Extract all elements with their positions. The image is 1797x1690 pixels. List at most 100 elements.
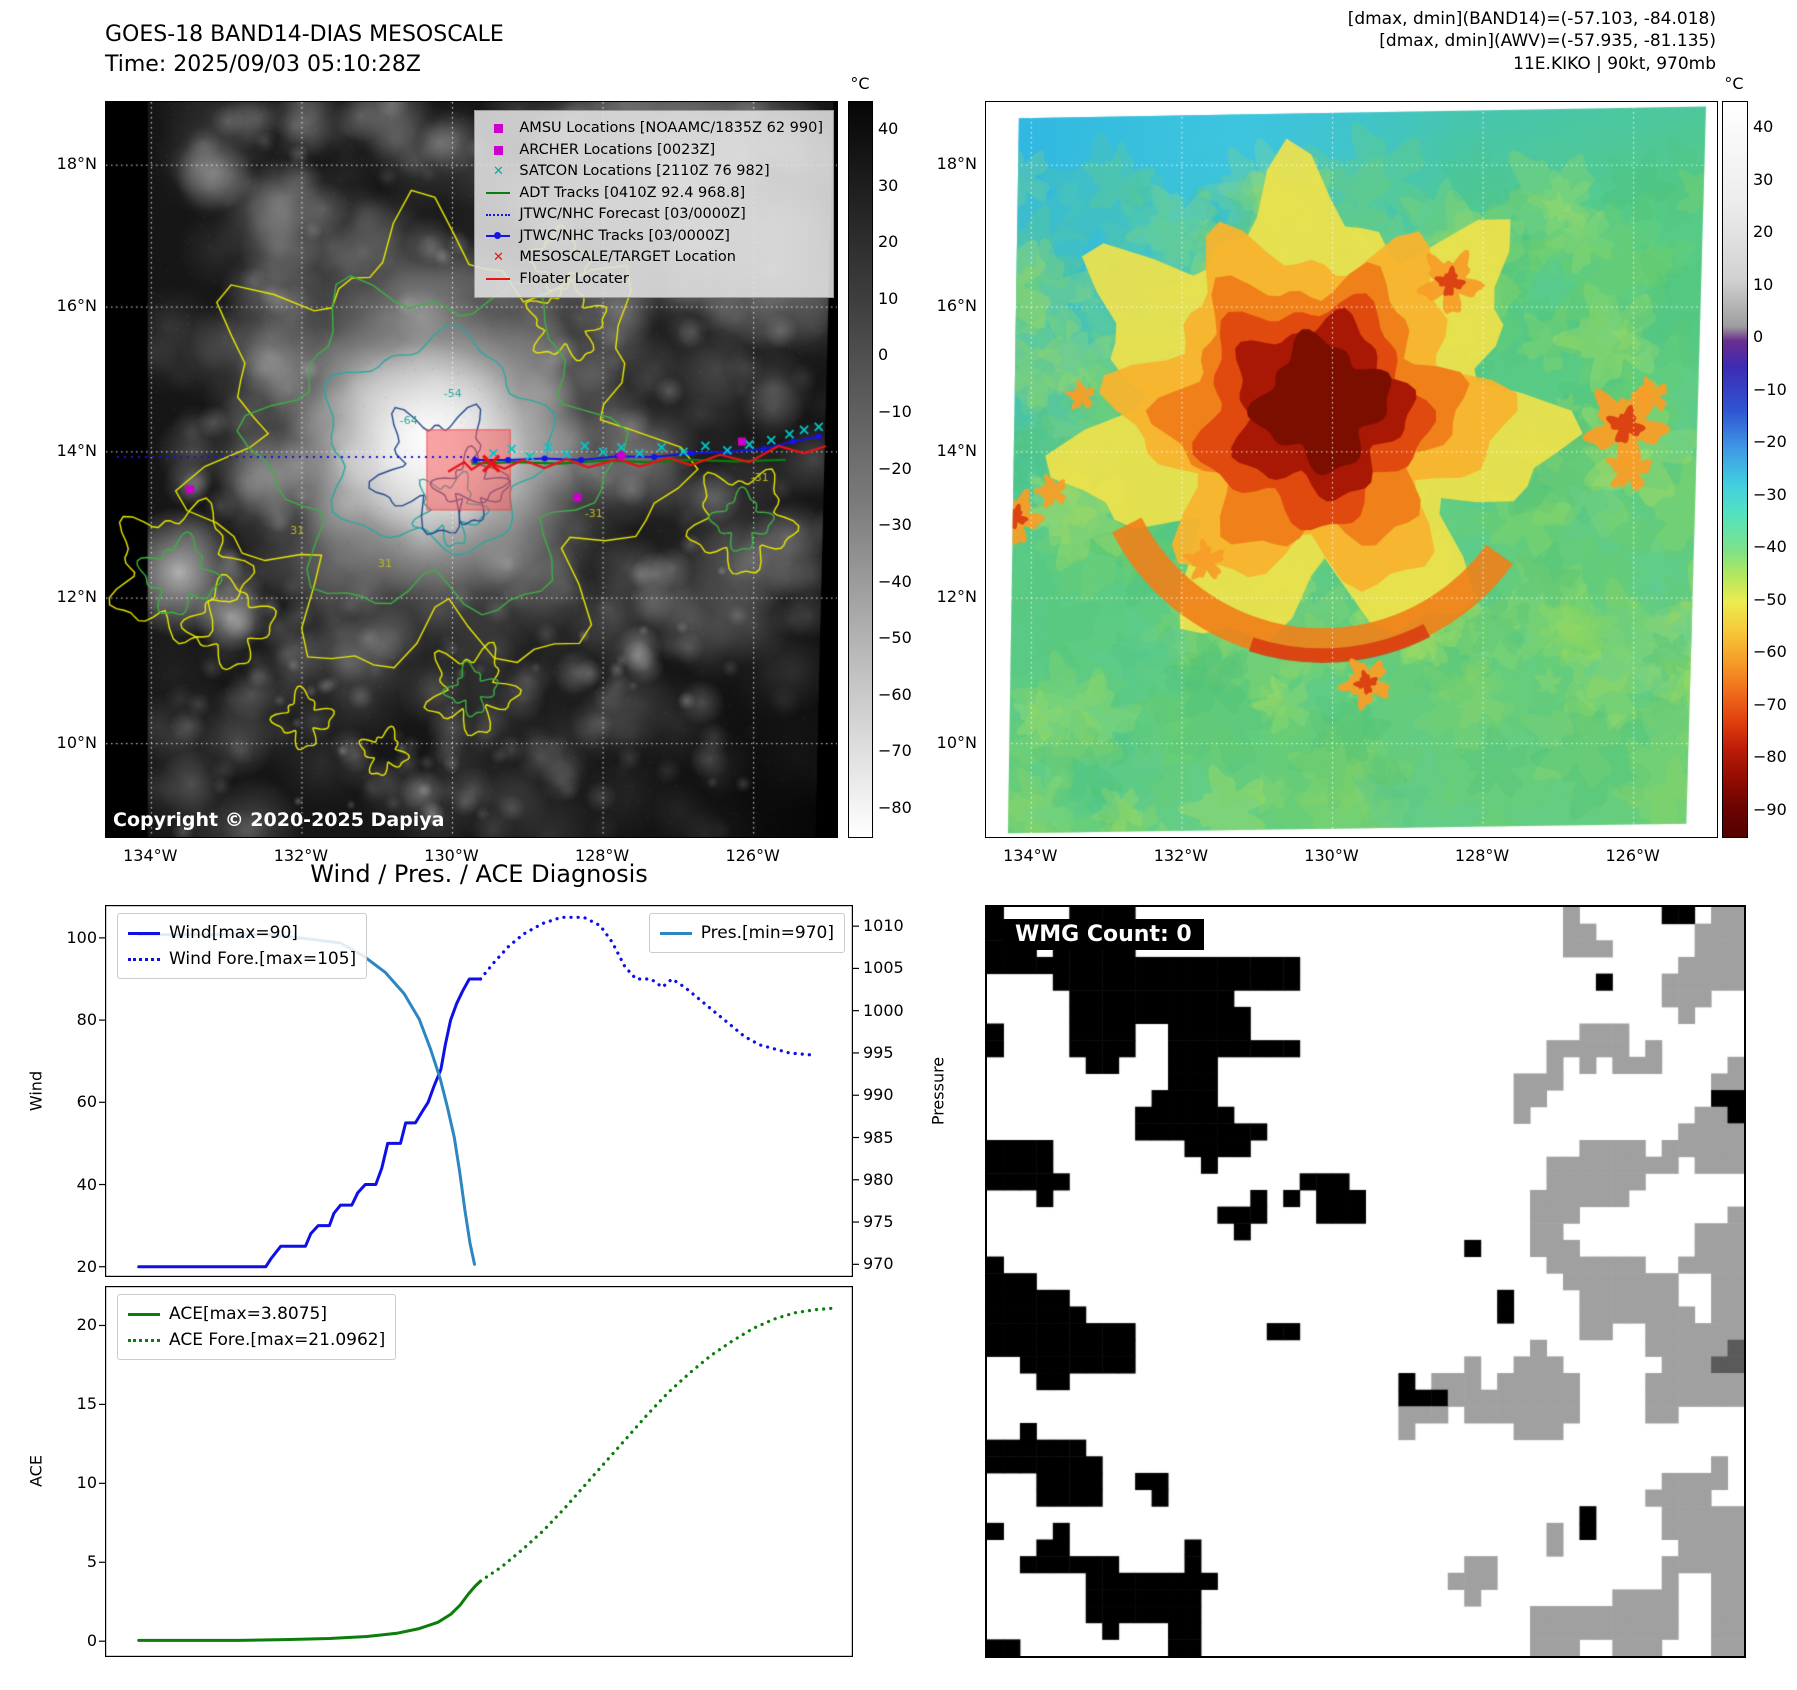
dmax-dmin-band14: [dmax, dmin](BAND14)=(-57.103, -84.018): [1347, 9, 1716, 29]
lon-tick: 132°W: [273, 846, 329, 865]
lon-tick: 128°W: [1454, 846, 1510, 865]
legend-label: ACE Fore.[max=21.0962]: [169, 1330, 386, 1350]
copyright-text: Copyright © 2020-2025 Dapiya: [113, 809, 445, 831]
y-tick: 0: [86, 1631, 97, 1651]
legend-item: ADT Tracks [0410Z 92.4 968.8]: [485, 183, 823, 205]
legend-item: ✕ MESOSCALE/TARGET Location: [485, 247, 823, 269]
colorbar-tick: −40: [878, 571, 912, 591]
awv-colorbar-unit: °C: [1724, 74, 1744, 93]
legend-line-icon: [128, 1338, 160, 1342]
band14-title: GOES-18 BAND14-DIAS MESOSCALE: [105, 22, 504, 47]
lat-tick: 18°N: [56, 154, 97, 174]
awv-color-map: [985, 101, 1718, 838]
colorbar-tick: 30: [878, 175, 899, 195]
band14-colorbar: [848, 101, 873, 838]
ace-chart: ACE[max=3.8075] ACE Fore.[max=21.0962]: [99, 1286, 853, 1657]
awv-header-block: [dmax, dmin](BAND14)=(-57.103, -84.018) …: [1100, 8, 1716, 75]
legend-label: ACE[max=3.8075]: [169, 1304, 327, 1324]
lon-tick: 132°W: [1153, 846, 1209, 865]
y-tick: 15: [76, 1394, 97, 1414]
lat-tick: 12°N: [56, 587, 97, 607]
colorbar-tick: 10: [1753, 274, 1774, 294]
colorbar-tick: −50: [1753, 589, 1787, 609]
legend-label: MESOSCALE/TARGET Location: [519, 249, 736, 265]
legend-entry: Wind Fore.[max=105]: [128, 946, 356, 972]
lon-tick: 134°W: [1003, 846, 1058, 865]
line-dot-marker-icon: [485, 232, 511, 240]
legend-item: AMSU Locations [NOAAMC/1835Z 62 990]: [485, 118, 823, 140]
wmg-canvas: [987, 907, 1744, 1656]
colorbar-tick: −70: [878, 741, 912, 761]
legend-label: ARCHER Locations [0023Z]: [519, 141, 716, 158]
legend-label: JTWC/NHC Forecast [03/0000Z]: [519, 206, 746, 222]
colorbar-tick: −60: [878, 684, 912, 704]
legend-item: JTWC/NHC Forecast [03/0000Z]: [485, 204, 823, 226]
colorbar-tick: 20: [878, 232, 899, 252]
legend-line-icon: [659, 931, 692, 935]
x-marker-icon: ✕: [492, 250, 504, 265]
y-tick-right: 1010: [863, 916, 904, 936]
band14-colorbar-unit: °C: [850, 74, 870, 93]
legend-line-icon: [128, 1312, 160, 1316]
colorbar-tick: −70: [1753, 694, 1787, 714]
colorbar-tick: 40: [878, 119, 899, 139]
legend-line-icon: [128, 931, 160, 935]
colorbar-tick: −40: [1753, 537, 1787, 557]
y-tick-right: 985: [863, 1127, 894, 1147]
legend-label: Pres.[min=970]: [700, 923, 834, 943]
y-tick: 100: [66, 927, 97, 947]
diagnosis-title: Wind / Pres. / ACE Diagnosis: [310, 860, 648, 888]
legend-label: SATCON Locations [2110Z 76 982]: [519, 163, 770, 179]
colorbar-tick: −10: [878, 401, 912, 421]
band14-title-block: GOES-18 BAND14-DIAS MESOSCALE Time: 2025…: [105, 20, 504, 79]
legend-label: ADT Tracks [0410Z 92.4 968.8]: [519, 184, 746, 201]
legend-label: Floater Locater: [519, 270, 629, 287]
lon-tick: 126°W: [725, 846, 780, 865]
y-tick-right: 1005: [863, 958, 904, 978]
lat-tick: 10°N: [56, 732, 97, 752]
legend-entry: Pres.[min=970]: [659, 920, 834, 946]
y-tick-right: 975: [863, 1212, 894, 1232]
lon-tick: 126°W: [1605, 846, 1660, 865]
legend-item: JTWC/NHC Tracks [03/0000Z]: [485, 226, 823, 248]
y-tick-right: 980: [863, 1169, 894, 1189]
lat-tick: 14°N: [936, 440, 977, 460]
lat-tick: 16°N: [936, 296, 977, 316]
legend-entry: Wind[max=90]: [128, 920, 356, 946]
wind-pressure-chart: Wind[max=90] Wind Fore.[max=105] Pres.[mi…: [99, 905, 859, 1277]
y-tick: 80: [76, 1010, 97, 1030]
colorbar-tick: −80: [1753, 747, 1787, 767]
line-marker-icon: [485, 278, 511, 281]
ace-axis-label: ACE: [26, 1455, 46, 1487]
colorbar-tick: −30: [878, 515, 912, 535]
y-tick-right: 1000: [863, 1000, 904, 1020]
band14-satellite-map: AMSU Locations [NOAAMC/1835Z 62 990] ARCH…: [105, 101, 838, 838]
dmax-dmin-awv: [dmax, dmin](AWV)=(-57.935, -81.135): [1379, 31, 1716, 52]
colorbar-tick: 30: [1753, 169, 1774, 189]
colorbar-tick: −20: [878, 458, 912, 478]
awv-canvas: [986, 102, 1717, 837]
y-tick: 5: [86, 1552, 97, 1572]
lat-tick: 14°N: [56, 440, 97, 460]
colorbar-tick: −80: [878, 797, 912, 817]
colorbar-tick: −20: [1753, 432, 1787, 452]
lat-tick: 12°N: [936, 587, 977, 607]
wmg-grid-map: WMG Count: 0: [985, 905, 1746, 1658]
y-tick: 20: [76, 1315, 97, 1335]
square-marker-icon: [485, 145, 511, 155]
band14-time: Time: 2025/09/03 05:10:28Z: [105, 51, 421, 77]
lon-tick: 130°W: [1304, 846, 1359, 865]
lon-tick: 134°W: [123, 846, 178, 865]
colorbar-tick: −30: [1753, 484, 1787, 504]
pressure-axis-label: Pressure: [928, 1056, 948, 1126]
wind-axis-label: Wind: [26, 1070, 46, 1112]
dotted-marker-icon: [485, 213, 511, 216]
wind-legend: Wind[max=90] Wind Fore.[max=105]: [117, 913, 368, 979]
wmg-count-label: WMG Count: 0: [1003, 919, 1204, 950]
storm-status: 11E.KIKO | 90kt, 970mb: [1513, 53, 1716, 74]
y-tick: 40: [76, 1174, 97, 1194]
y-tick: 10: [76, 1473, 97, 1493]
band14-legend: AMSU Locations [NOAAMC/1835Z 62 990] ARCH…: [474, 110, 834, 298]
colorbar-tick: 10: [878, 288, 899, 308]
